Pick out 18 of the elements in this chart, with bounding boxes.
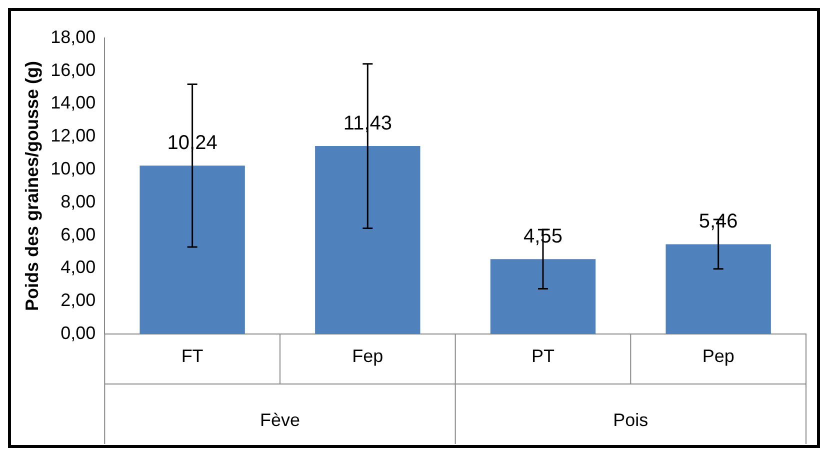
text: Fève	[260, 410, 300, 430]
y-tick-label: 12,00	[50, 126, 96, 146]
y-axis-title: Poids des graines/gousse (g)	[22, 60, 42, 312]
y-tick-label: 4,00	[60, 257, 96, 278]
y-tick-label: 8,00	[60, 191, 96, 212]
y-tick-label: 10,00	[50, 158, 96, 179]
bar	[140, 166, 245, 334]
y-tick-label: 16,00	[50, 60, 96, 80]
bar	[666, 244, 771, 334]
y-tick-label: 2,00	[60, 290, 96, 310]
text: Pois	[613, 410, 648, 430]
y-tick-label: 0,00	[60, 322, 96, 343]
y-tick-label: 18,00	[50, 26, 96, 47]
bar	[315, 146, 420, 334]
data-label: 5,46	[698, 210, 738, 233]
bar	[490, 259, 596, 334]
y-tick-label: 6,00	[60, 224, 96, 244]
y-tick-label: 14,00	[50, 92, 96, 113]
